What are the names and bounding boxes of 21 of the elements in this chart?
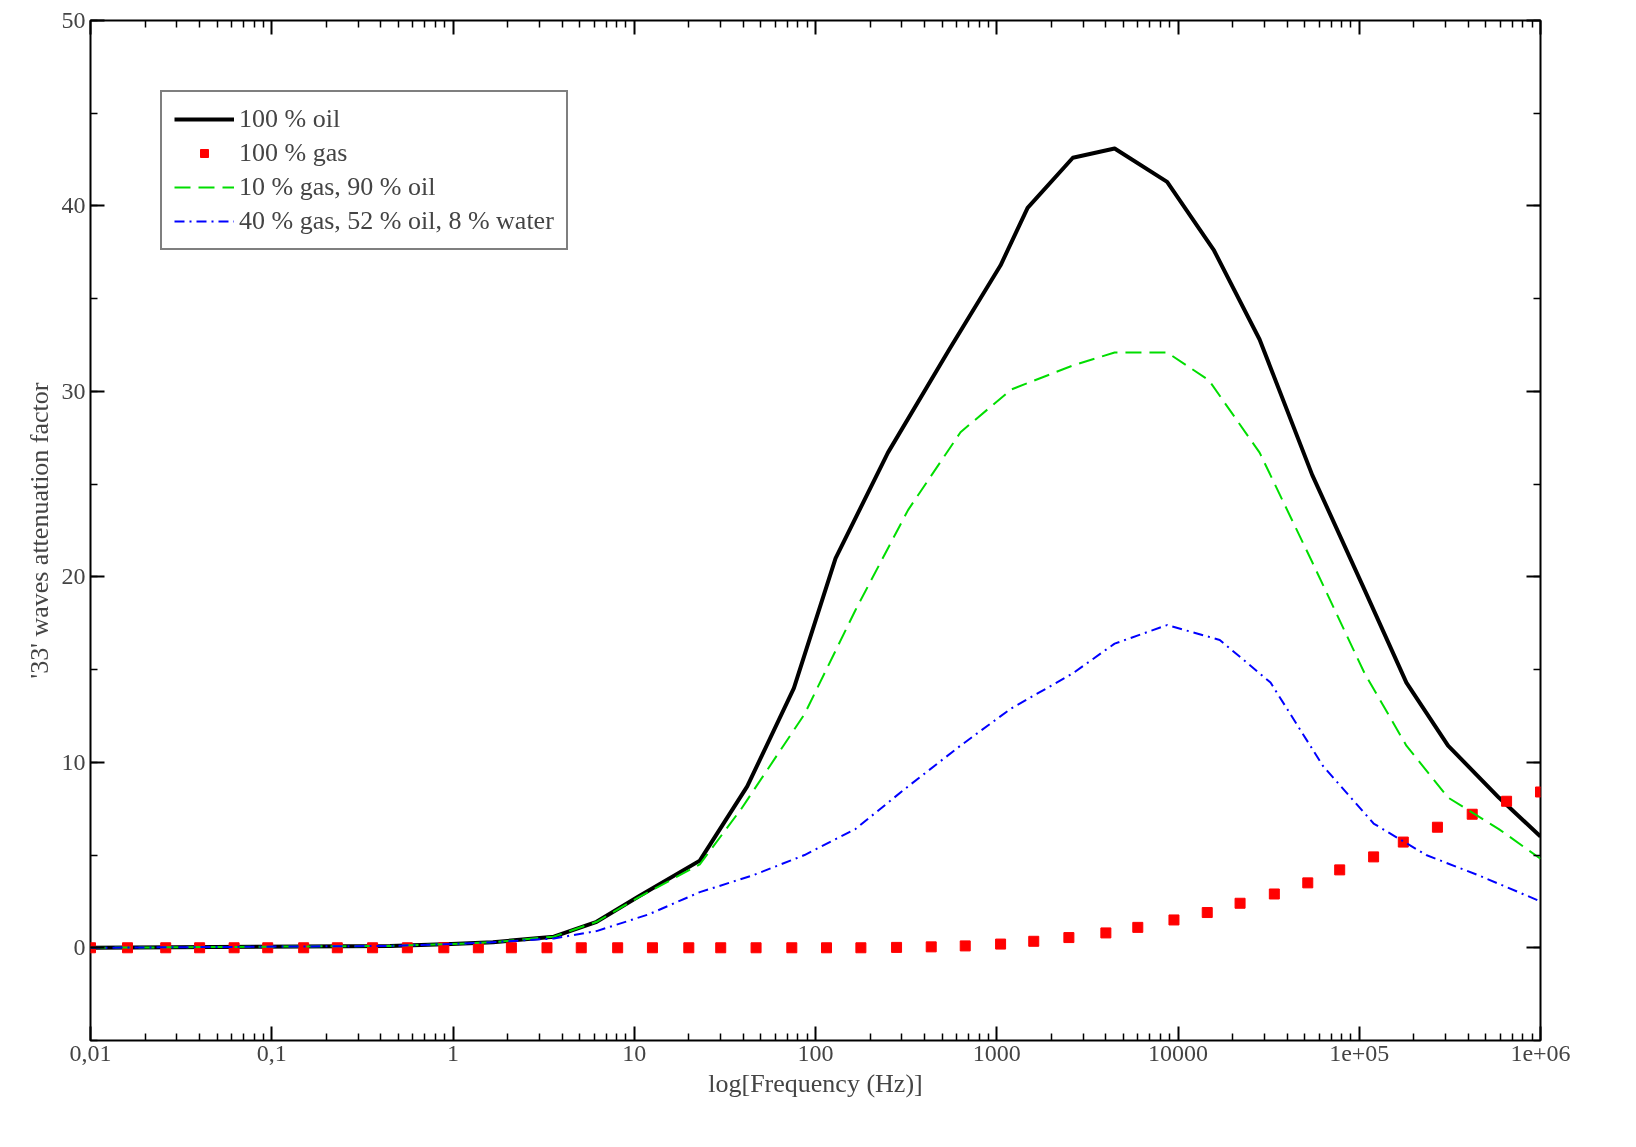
x-axis-title: log[Frequency (Hz)] <box>708 1068 923 1098</box>
y-tick-label: 20 <box>61 563 86 590</box>
x-tick-label: 1 <box>447 1039 459 1066</box>
x-tick-label: 0,1 <box>256 1039 287 1066</box>
x-tick-label: 10 <box>622 1039 647 1066</box>
legend-label: 10 % gas, 90 % oil <box>239 172 436 202</box>
x-tick-label: 10000 <box>1148 1039 1208 1066</box>
y-tick-label: 0 <box>73 934 86 961</box>
x-tick-label: 100 <box>797 1039 834 1066</box>
legend-label: 100 % gas <box>239 138 348 168</box>
y-axis-title: '33' waves attenuation factor <box>24 382 54 679</box>
x-tick-label: 1e+06 <box>1510 1039 1571 1066</box>
y-tick-label: 10 <box>61 748 86 775</box>
x-tick-label: 1e+05 <box>1329 1039 1390 1066</box>
legend-label: 40 % gas, 52 % oil, 8 % water <box>239 206 554 236</box>
x-tick-label: 1000 <box>972 1039 1021 1066</box>
x-tick-label: 0,01 <box>69 1039 112 1066</box>
y-tick-label: 30 <box>61 377 86 404</box>
y-tick-label: 50 <box>61 7 86 33</box>
y-tick-label: 40 <box>61 192 86 219</box>
legend-label: 100 % oil <box>239 104 341 134</box>
